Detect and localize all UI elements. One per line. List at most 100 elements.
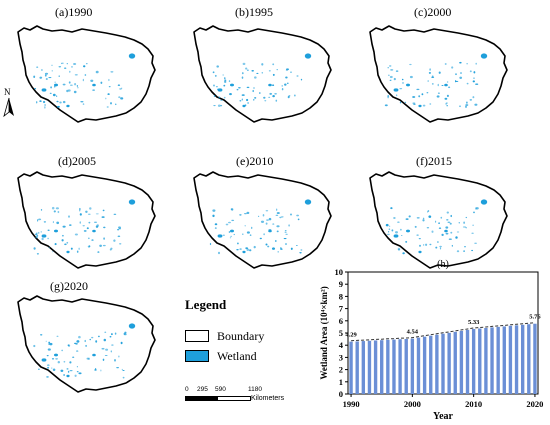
y-tick-label-6: 6 xyxy=(339,316,343,326)
map-label-2020: (g)2020 xyxy=(50,279,88,293)
bar-2011 xyxy=(478,328,482,394)
bar-1998 xyxy=(398,339,402,394)
bar-1995 xyxy=(380,340,384,394)
y-tick-label-5: 5 xyxy=(339,328,343,338)
bar-2001 xyxy=(416,337,421,394)
north-arrow-icon: N xyxy=(2,88,16,118)
map-label-2005: (d)2005 xyxy=(58,154,96,168)
bar-2004 xyxy=(435,334,439,394)
bar-1994 xyxy=(373,340,378,394)
bar-2007 xyxy=(453,331,457,394)
bar-2012 xyxy=(484,328,488,394)
wetland-patches xyxy=(33,323,136,379)
bar-1993 xyxy=(367,340,372,394)
wetland-patches xyxy=(33,199,136,255)
north-label: N xyxy=(4,87,11,97)
scale-unit: Kilometers xyxy=(251,395,285,402)
y-tick-label-2: 2 xyxy=(339,365,343,375)
bar-2015 xyxy=(502,326,506,394)
boundary-outline xyxy=(193,25,332,123)
bar-2009 xyxy=(465,329,470,394)
bar-1991 xyxy=(355,341,359,394)
boundary-swatch xyxy=(185,330,209,342)
x-tick-label-2020: 2020 xyxy=(526,399,543,409)
bar-2003 xyxy=(429,335,433,394)
map-label-1990: (a)1990 xyxy=(55,5,93,19)
map-2000 xyxy=(362,18,512,126)
y-tick-label-8: 8 xyxy=(339,291,343,301)
bar-2005 xyxy=(441,333,445,394)
wetland-patches xyxy=(209,199,312,255)
wetland-patches xyxy=(384,53,488,108)
y-tick-label-10: 10 xyxy=(335,267,344,277)
bar-1990 xyxy=(349,341,353,394)
tibetan-plateau-map xyxy=(193,171,332,269)
legend-label-wetland: Wetland xyxy=(217,349,257,363)
boundary-outline xyxy=(17,295,156,393)
wetland-swatch xyxy=(185,350,209,362)
legend-title: Legend xyxy=(185,297,227,312)
data-label-2010: 5.33 xyxy=(468,319,480,326)
map-2015 xyxy=(362,164,512,272)
bar-1997 xyxy=(392,339,396,394)
bar-2018 xyxy=(520,324,525,394)
data-label-2000: 4.54 xyxy=(407,329,419,336)
tibetan-plateau-map xyxy=(17,25,156,123)
y-tick-label-0: 0 xyxy=(339,389,343,399)
scale-tick-0: 0 xyxy=(185,386,189,393)
chart-title: (h) xyxy=(437,259,449,270)
map-1995 xyxy=(186,18,336,126)
boundary-outline xyxy=(369,25,508,123)
y-tick-label-1: 1 xyxy=(339,377,343,387)
legend-label-boundary: Boundary xyxy=(217,329,265,343)
bar-2013 xyxy=(490,327,494,394)
bar-2006 xyxy=(447,332,451,394)
bar-2019 xyxy=(527,324,531,394)
map-label-1995: (b)1995 xyxy=(235,5,273,19)
bar-2017 xyxy=(514,325,519,394)
data-label-1990: 4.29 xyxy=(345,332,357,339)
map-2020 xyxy=(10,288,160,396)
x-tick-label-2000: 2000 xyxy=(404,399,421,409)
wetland-patches xyxy=(33,53,136,109)
map-label-2015: (f)2015 xyxy=(416,154,452,168)
y-tick-label-4: 4 xyxy=(339,340,344,350)
y-tick-label-9: 9 xyxy=(339,279,343,289)
scale-bar: 0 295 590 1180 Kilometers xyxy=(185,386,325,408)
tibetan-plateau-map xyxy=(17,171,156,269)
bar-2008 xyxy=(459,330,464,394)
y-tick-label-3: 3 xyxy=(339,352,343,362)
map-2005 xyxy=(10,164,160,272)
boundary-outline xyxy=(369,171,508,269)
x-tick-label-1990: 1990 xyxy=(343,399,360,409)
wetland-area-chart: 0 1 2 3 4 5 6 7 8 9 10 1990 2000 2010 2020 4.29 4.54 5.33… xyxy=(318,258,548,422)
data-label-2020: 5.76 xyxy=(529,314,541,321)
bar-2002 xyxy=(422,336,427,394)
map-2010 xyxy=(186,164,336,272)
map-label-2000: (c)2000 xyxy=(414,5,452,19)
map-label-2010: (e)2010 xyxy=(236,154,274,168)
map-1990 xyxy=(10,18,160,126)
scale-tick-1180: 1180 xyxy=(248,386,262,393)
trend-line xyxy=(351,322,535,342)
x-tick-label-2010: 2010 xyxy=(465,399,482,409)
wetland-patches xyxy=(212,53,312,108)
tibetan-plateau-map xyxy=(369,25,508,123)
bar-1996 xyxy=(386,339,390,394)
wetland-patches xyxy=(385,199,488,255)
y-tick-label-7: 7 xyxy=(339,304,344,314)
boundary-outline xyxy=(193,171,332,269)
x-axis-label: Year xyxy=(433,411,454,422)
y-axis-label: Wetland Area (10⁴×km²) xyxy=(319,286,329,379)
bar-2020 xyxy=(533,323,537,394)
tibetan-plateau-map xyxy=(193,25,332,123)
bar-2014 xyxy=(496,326,500,394)
boundary-outline xyxy=(17,25,156,123)
legend: Legend Boundary Wetland xyxy=(185,298,325,408)
chart-svg: 0 1 2 3 4 5 6 7 8 9 10 1990 2000 2010 2020 4.29 4.54 5.33… xyxy=(319,259,543,422)
bar-2016 xyxy=(508,325,513,394)
scale-tick-590: 590 xyxy=(215,386,226,393)
bar-2010 xyxy=(471,328,476,394)
bar-1999 xyxy=(404,338,408,394)
bar-2000 xyxy=(410,338,415,394)
